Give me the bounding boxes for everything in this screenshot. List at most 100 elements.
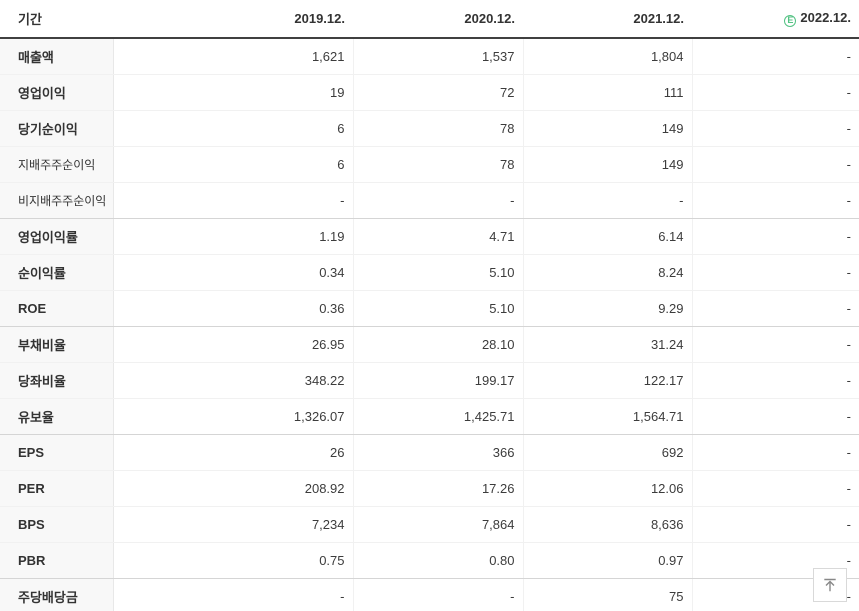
value-cell: - [692,182,859,219]
value-cell: 8.24 [523,254,693,291]
value-cell: - [692,506,859,543]
value-cell: 0.97 [523,542,693,579]
value-cell: - [692,254,859,291]
row-label: EPS [0,434,114,471]
value-cell: 111 [523,74,693,111]
table-row: 영업이익 19 72 111- [0,74,859,111]
value-cell: - [692,290,859,327]
value-cell: - [353,578,524,611]
value-cell: 6 [113,110,354,147]
value-cell: - [113,578,354,611]
table-row: 지배주주순이익 6 78 149- [0,146,859,183]
table-row: 매출액 1,621 1,537 1,804- [0,38,859,75]
table-row: 유보율 1,326.07 1,425.71 1,564.71- [0,398,859,435]
value-cell: 1,326.07 [113,398,354,435]
value-cell: 1,804 [523,38,693,75]
value-cell: 1,621 [113,38,354,75]
value-cell: 8,636 [523,506,693,543]
value-cell: 149 [523,146,693,183]
value-cell: 208.92 [113,470,354,507]
table-row: 부채비율 26.95 28.10 31.24- [0,326,859,363]
year-header-2022-estimate: E 2022.12. [692,0,859,39]
financial-table-body: 매출액 1,621 1,537 1,804- 영업이익 19 72 111- 당기순이익 6 78 1… [0,38,859,611]
row-label: BPS [0,506,114,543]
value-cell: 0.36 [113,290,354,327]
value-cell: 0.80 [353,542,524,579]
header-row: 기간 2019.12. 2020.12. 2021.12. E 2022.12. [0,0,859,39]
value-cell: 26 [113,434,354,471]
table-row: 비지배주주순이익 - - - - [0,182,859,219]
value-cell: - [692,326,859,363]
table-row: 당기순이익 6 78 149- [0,110,859,147]
table-row: ROE 0.36 5.10 9.29- [0,290,859,327]
value-cell: 6.14 [523,218,693,255]
value-cell: 9.29 [523,290,693,327]
value-cell: 0.75 [113,542,354,579]
value-cell: 12.06 [523,470,693,507]
year-header-2020: 2020.12. [353,0,523,39]
row-label: 부채비율 [0,326,114,363]
value-cell: 75 [523,578,693,611]
value-cell: 366 [353,434,524,471]
arrow-up-to-top-icon [821,576,839,594]
table-row: PBR 0.75 0.80 0.97- [0,542,859,579]
row-label: 매출액 [0,38,114,75]
value-cell: 348.22 [113,362,354,399]
value-cell: - [692,398,859,435]
value-cell: - [692,38,859,75]
value-cell: 7,864 [353,506,524,543]
table-row: 영업이익률 1.19 4.71 6.14- [0,218,859,255]
value-cell: - [113,182,354,219]
row-label: PER [0,470,114,507]
value-cell: 1,537 [353,38,524,75]
value-cell: 0.34 [113,254,354,291]
value-cell: - [692,434,859,471]
row-label: 영업이익 [0,74,114,111]
table-row: EPS 26 366 692- [0,434,859,471]
table-row: BPS 7,234 7,864 8,636- [0,506,859,543]
row-label: 비지배주주순이익 [0,182,114,219]
value-cell: 6 [113,146,354,183]
period-header: 기간 [0,0,113,39]
row-label: 지배주주순이익 [0,146,114,183]
value-cell: - [692,218,859,255]
table-row: 주당배당금 - -75- [0,578,859,611]
value-cell: 26.95 [113,326,354,363]
value-cell: 1.19 [113,218,354,255]
value-cell: 692 [523,434,693,471]
value-cell: 5.10 [353,290,524,327]
table-row: 순이익률 0.34 5.10 8.24- [0,254,859,291]
row-label: PBR [0,542,114,579]
value-cell: 78 [353,110,524,147]
year-header-2021: 2021.12. [523,0,692,39]
value-cell: 31.24 [523,326,693,363]
year-header-2022-label: 2022.12. [800,10,851,26]
row-label: 유보율 [0,398,114,435]
value-cell: - [692,470,859,507]
row-label: 순이익률 [0,254,114,291]
row-label: ROE [0,290,114,327]
row-label: 영업이익률 [0,218,114,255]
value-cell: 122.17 [523,362,693,399]
value-cell: 4.71 [353,218,524,255]
table-header: 기간 2019.12. 2020.12. 2021.12. E 2022.12. [0,0,859,39]
value-cell: - [523,182,693,219]
value-cell: 1,564.71 [523,398,693,435]
value-cell: 199.17 [353,362,524,399]
value-cell: - [692,146,859,183]
value-cell: - [692,362,859,399]
scroll-to-top-button[interactable] [813,568,847,602]
value-cell: - [692,74,859,111]
table-row: PER 208.92 17.26 12.06- [0,470,859,507]
value-cell: 1,425.71 [353,398,524,435]
row-label: 당기순이익 [0,110,114,147]
row-label: 주당배당금 [0,578,114,611]
value-cell: 19 [113,74,354,111]
value-cell: 5.10 [353,254,524,291]
value-cell: 149 [523,110,693,147]
value-cell: - [353,182,524,219]
value-cell: 78 [353,146,524,183]
estimate-icon: E [784,14,797,27]
value-cell: 72 [353,74,524,111]
